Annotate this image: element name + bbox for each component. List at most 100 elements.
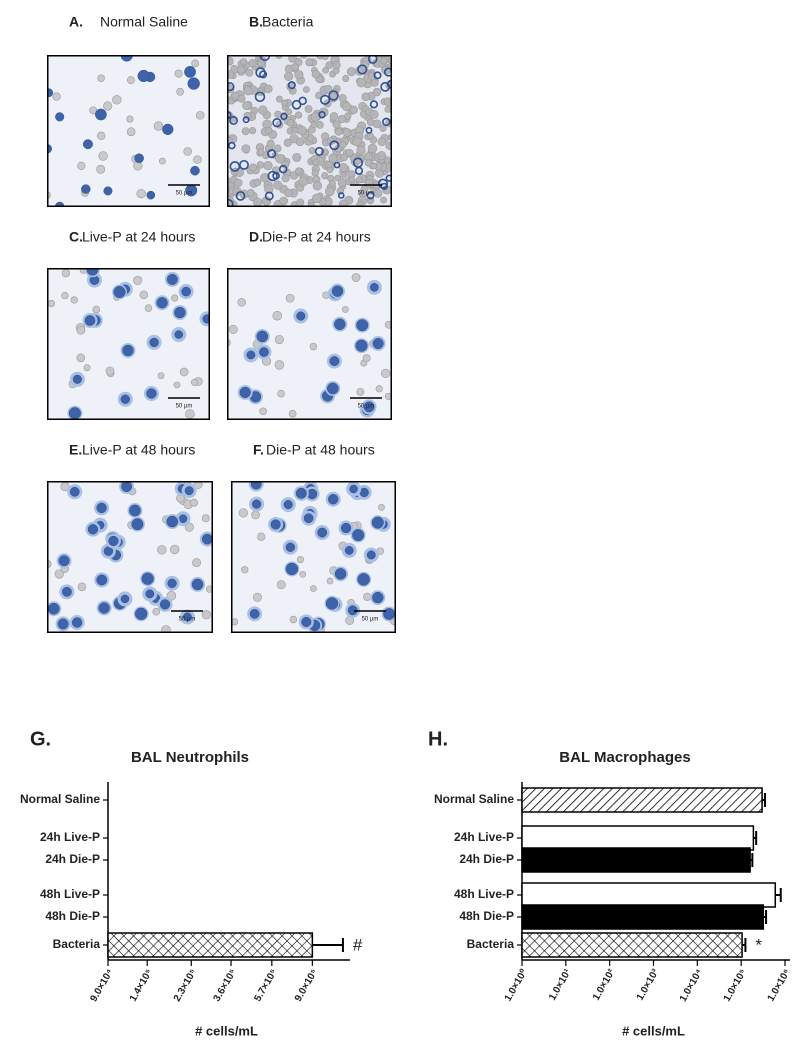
cell	[319, 94, 331, 105]
red-cell	[339, 163, 349, 173]
cell	[259, 70, 268, 79]
red-cell	[273, 180, 283, 190]
red-cell	[372, 119, 382, 129]
cell	[317, 527, 328, 538]
red-cell	[345, 148, 354, 157]
red-cell	[344, 112, 352, 120]
cell	[129, 504, 141, 517]
red-cell	[127, 76, 135, 85]
cell	[352, 529, 365, 542]
cell	[146, 388, 157, 399]
red-cell	[126, 115, 134, 123]
red-cell	[171, 294, 179, 302]
cell	[291, 99, 302, 110]
red-cell	[190, 378, 198, 386]
scale-bar-label: 50 µm	[358, 191, 375, 197]
red-cell	[264, 184, 274, 194]
red-cell	[265, 126, 273, 135]
cell	[354, 166, 364, 175]
cell	[382, 117, 391, 127]
red-cell	[159, 157, 166, 165]
panel-label: D.	[249, 229, 263, 245]
red-cell	[332, 120, 341, 129]
micrograph-frame	[227, 55, 392, 207]
cell	[145, 589, 155, 599]
red-cell	[308, 147, 316, 155]
scale-bar-label: 50 µm	[362, 617, 379, 623]
x-tick-label: 1.0×10⁰	[503, 967, 530, 1003]
red-cell	[257, 148, 265, 156]
scale-bar-label: 50 µm	[358, 404, 375, 410]
x-tick-label: 3.6×10⁵	[212, 967, 239, 1004]
cell	[235, 191, 246, 201]
cell	[174, 330, 184, 339]
cell	[174, 306, 186, 319]
red-cell	[241, 566, 249, 574]
y-tick-label: 48h Die-P	[45, 909, 100, 923]
x-tick-label: 2.3×10⁵	[172, 967, 199, 1004]
cell	[254, 91, 266, 103]
red-cell	[193, 481, 203, 489]
chart-title: BAL Neutrophils	[131, 749, 249, 766]
red-cell	[275, 95, 283, 103]
red-cell	[103, 101, 113, 111]
red-cell	[227, 56, 234, 66]
x-tick-label: 1.4×10⁵	[128, 967, 155, 1004]
cell	[190, 165, 200, 176]
cell	[82, 139, 93, 150]
red-cell	[274, 334, 284, 345]
cell	[187, 77, 200, 90]
red-cell	[239, 58, 248, 66]
red-cell	[201, 514, 210, 523]
red-cell	[152, 607, 161, 616]
red-cell	[384, 105, 392, 113]
cell	[377, 178, 389, 189]
red-cell	[112, 95, 122, 105]
red-cell	[339, 141, 347, 149]
red-cell	[258, 105, 268, 115]
x-tick-label: 1.0×10¹	[547, 967, 574, 1003]
panel-caption: Die-P at 48 hours	[266, 442, 375, 458]
cell	[270, 519, 281, 530]
red-cell	[253, 178, 262, 187]
x-tick-label: 1.0×10⁶	[766, 967, 793, 1003]
red-cell	[249, 163, 257, 172]
red-cell	[284, 188, 293, 198]
bar	[521, 904, 765, 930]
red-cell	[283, 138, 292, 147]
red-cell	[342, 102, 352, 112]
red-cell	[312, 158, 320, 166]
bar	[521, 787, 763, 813]
red-cell	[346, 67, 356, 77]
red-cell	[291, 126, 299, 134]
red-cell	[295, 167, 303, 175]
red-cell	[322, 66, 329, 74]
cell	[326, 382, 339, 395]
cell	[202, 314, 210, 324]
cell	[318, 111, 326, 119]
red-cell	[242, 101, 251, 110]
red-cell	[105, 366, 115, 376]
red-cell	[237, 298, 246, 307]
red-cell	[315, 120, 324, 129]
panel-label: B.	[249, 14, 263, 30]
y-tick-label: 48h Die-P	[459, 909, 514, 923]
red-cell	[384, 320, 392, 329]
red-cell	[166, 591, 177, 601]
red-cell	[184, 522, 194, 532]
red-cell	[321, 132, 330, 141]
y-tick-label: 24h Live-P	[40, 830, 100, 844]
red-cell	[47, 299, 56, 308]
red-cell	[153, 121, 164, 131]
red-cell	[356, 387, 365, 396]
bar	[107, 932, 314, 958]
y-tick-label: Normal Saline	[434, 792, 514, 806]
cell	[184, 65, 196, 78]
red-cell	[96, 164, 106, 174]
red-cell	[328, 179, 336, 187]
cell	[227, 199, 234, 207]
cell	[264, 191, 274, 201]
red-cell	[369, 109, 379, 119]
red-cell	[190, 498, 198, 507]
